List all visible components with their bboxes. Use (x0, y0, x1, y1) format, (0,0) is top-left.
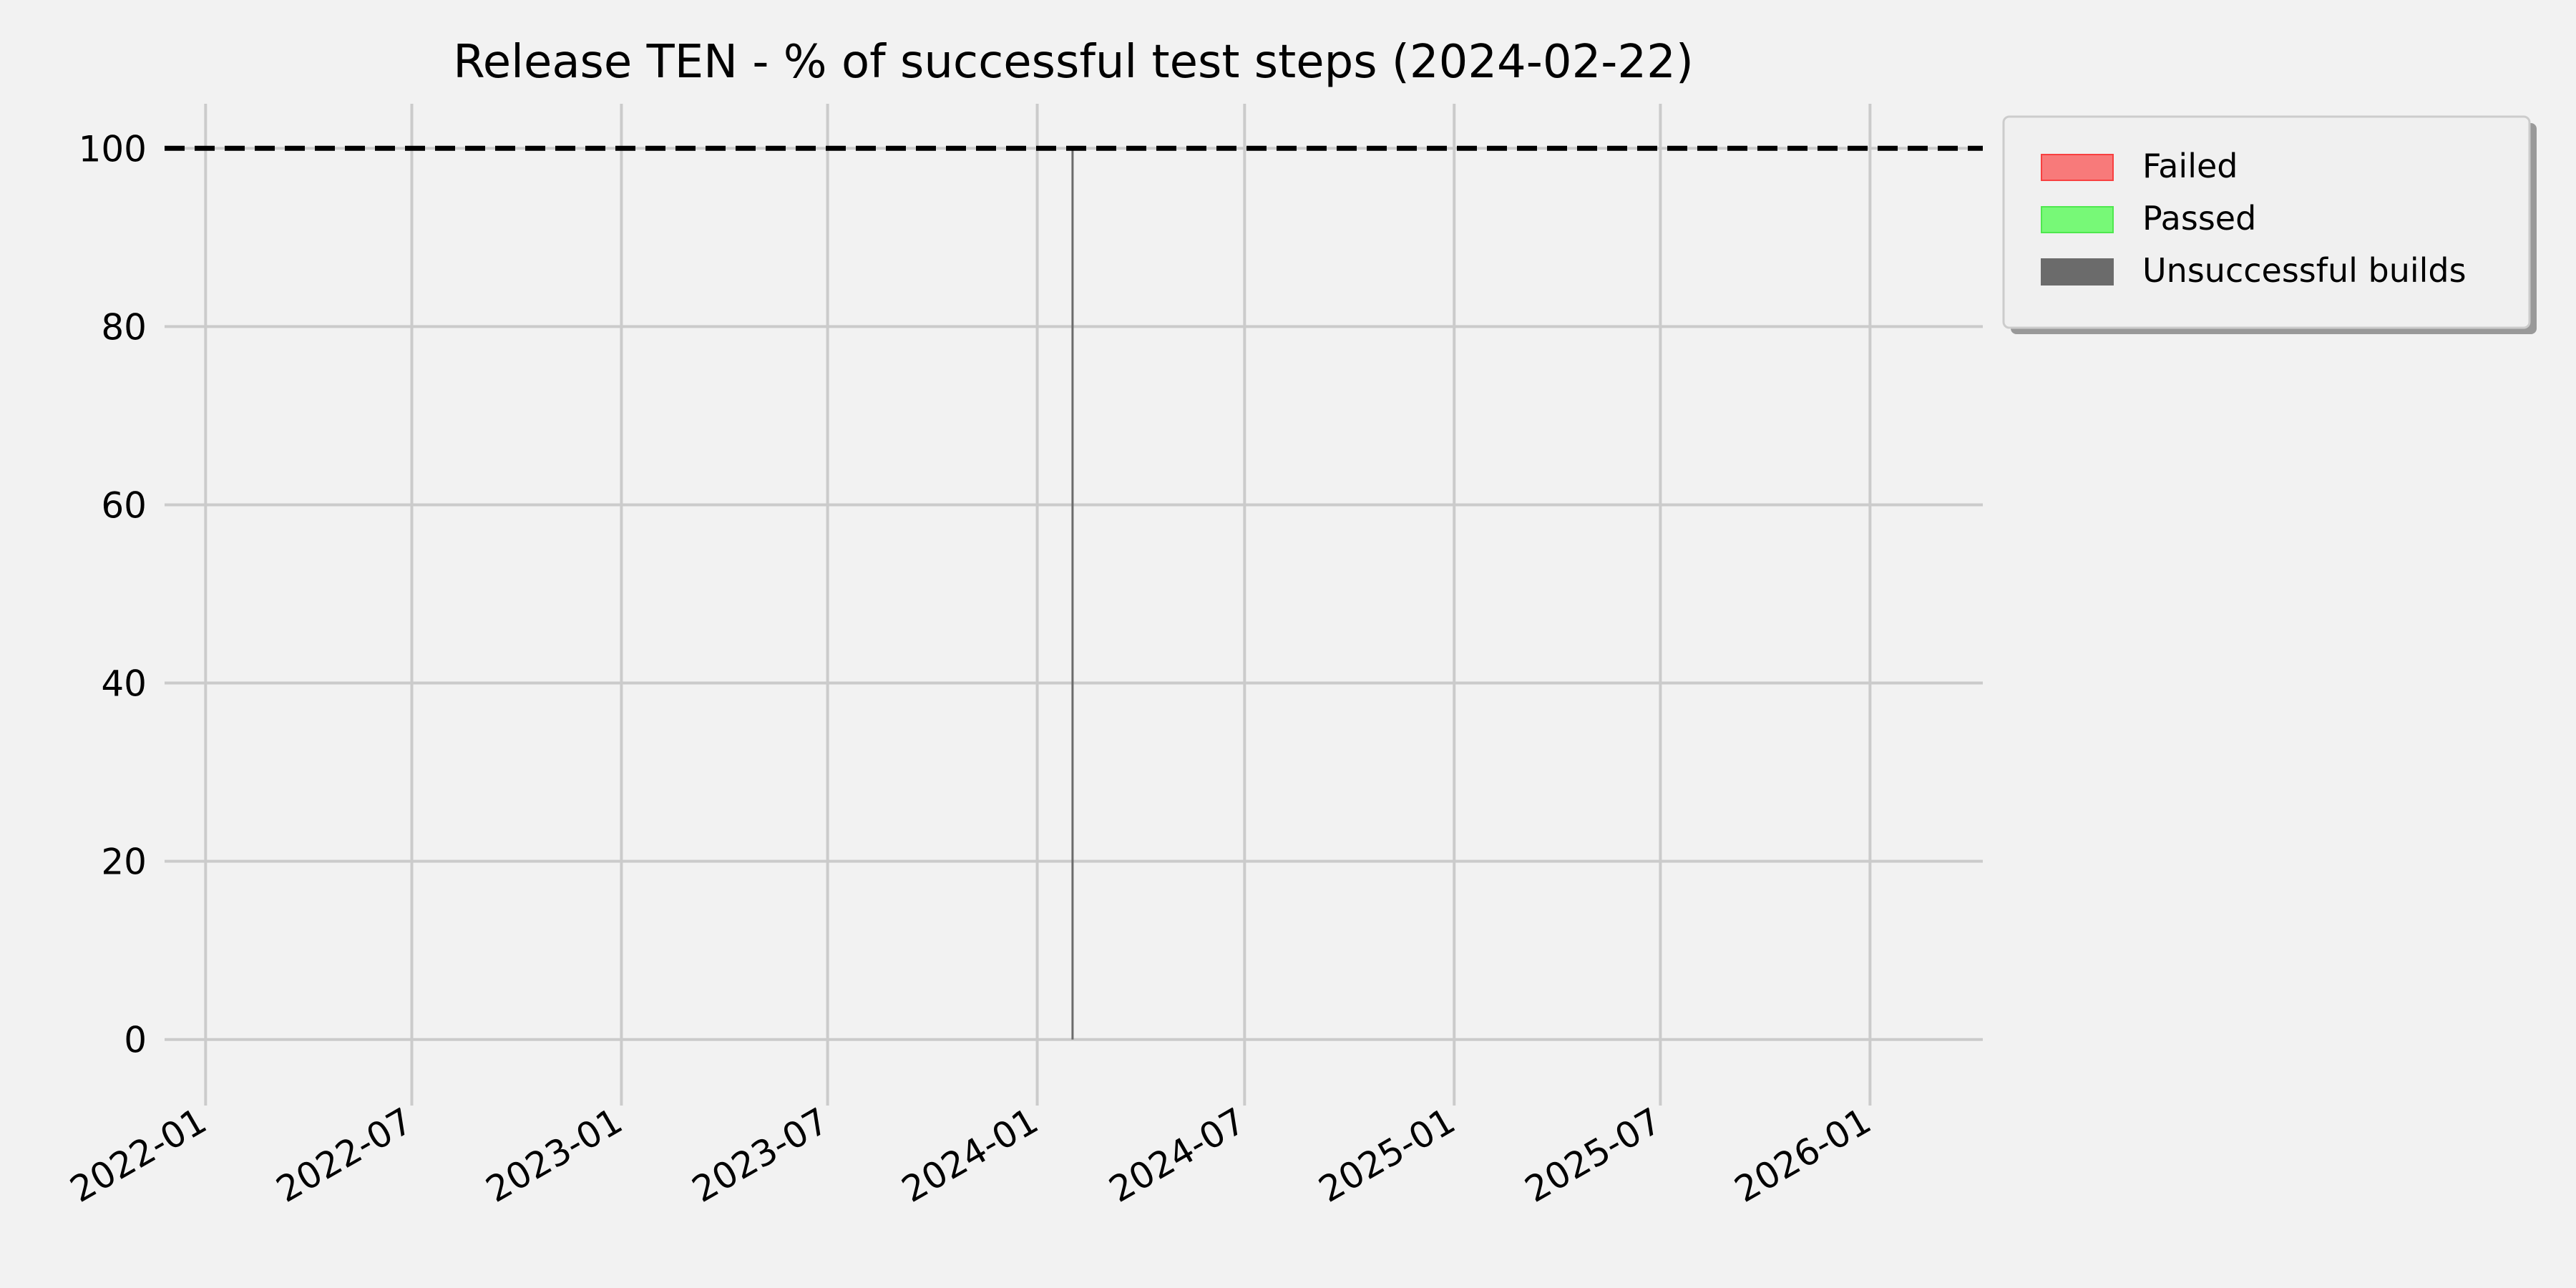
grid (165, 104, 1983, 1106)
legend-label: Unsuccessful builds (2142, 251, 2467, 290)
legend-label: Passed (2142, 199, 2256, 238)
legend-swatch (2041, 206, 2114, 233)
y-tick-label: 80 (101, 306, 147, 348)
y-tick-label: 40 (101, 663, 147, 705)
bar-unsuccessful-builds (1071, 148, 1074, 1040)
y-tick-label: 0 (124, 1020, 147, 1061)
bars (1071, 148, 1074, 1040)
legend: Failed Passed Unsuccessful builds (2002, 115, 2537, 334)
legend-swatch (2041, 154, 2114, 181)
y-tick-label: 60 (101, 484, 147, 526)
y-tick-label: 100 (79, 128, 147, 170)
legend-box (2002, 115, 2531, 329)
chart-title: Release TEN - % of successful test steps… (453, 36, 1694, 89)
legend-swatch (2041, 258, 2114, 286)
legend-label: Failed (2142, 147, 2238, 185)
y-axis: 0 20 40 60 80 100 (79, 128, 147, 1060)
y-tick-label: 20 (101, 841, 147, 883)
